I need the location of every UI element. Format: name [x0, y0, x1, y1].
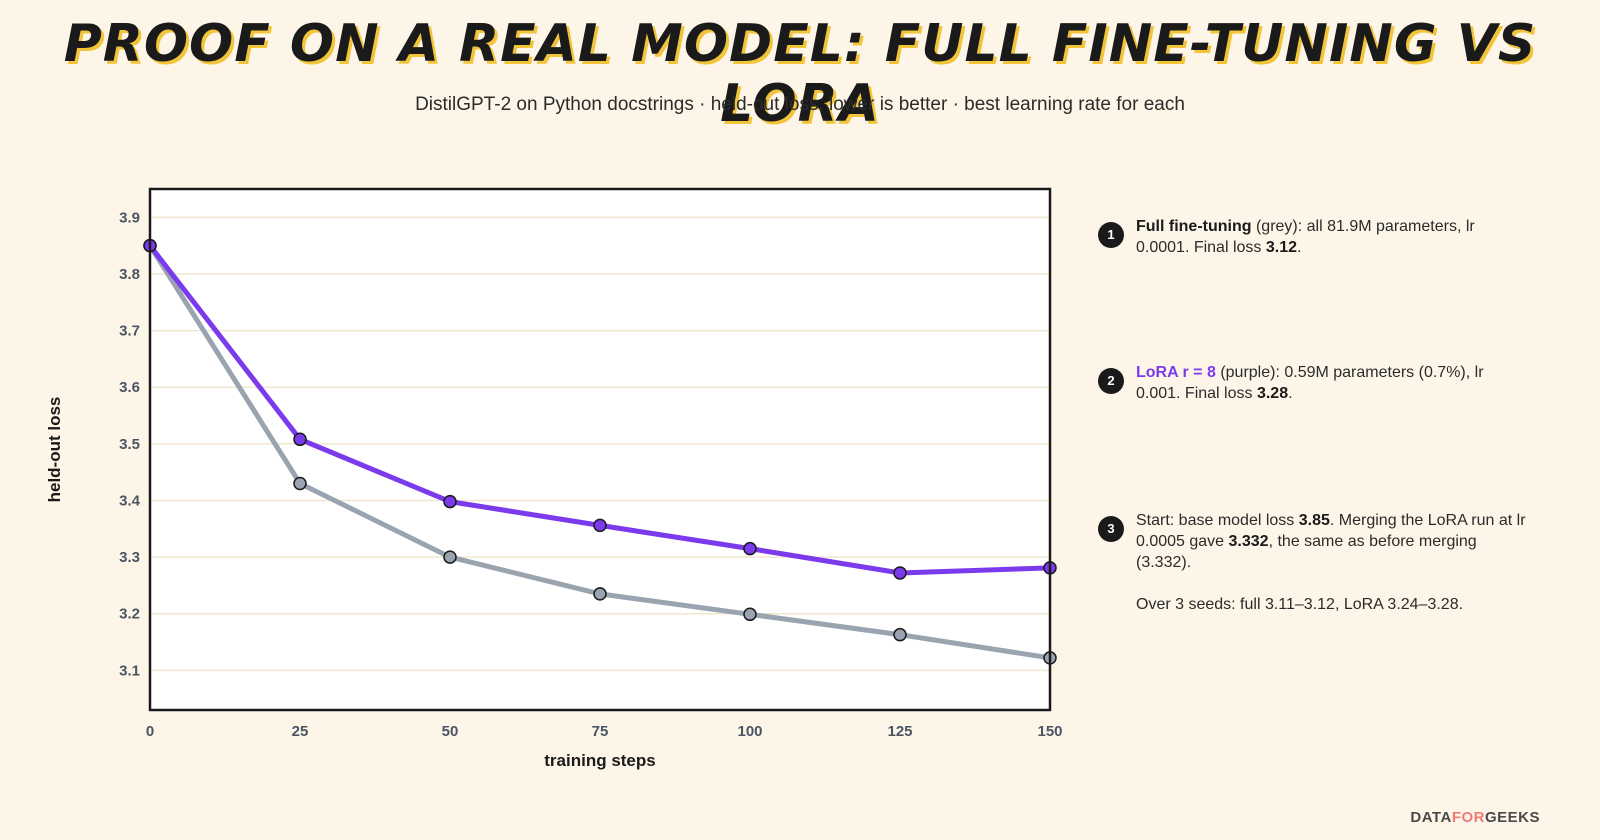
y-tick-label: 3.8 [119, 266, 140, 283]
data-point-lora [743, 541, 757, 556]
note-number-badge: 2 [1098, 368, 1124, 394]
data-point-lora [293, 432, 307, 447]
y-tick-label: 3.6 [119, 379, 140, 396]
x-tick-label: 75 [592, 723, 609, 740]
data-point-full-finetuning [293, 476, 307, 491]
y-tick-label: 3.9 [119, 209, 140, 226]
note-text: Full fine-tuning (grey): all 81.9M param… [1136, 216, 1526, 258]
y-tick-label: 3.5 [119, 436, 140, 453]
note-value: 3.28 [1256, 385, 1289, 402]
x-tick-label: 50 [442, 723, 459, 740]
brand-logo: DATAFORGEEKS [1410, 809, 1540, 826]
data-point-full-finetuning [743, 607, 757, 622]
chart-subtitle: DistilGPT-2 on Python docstrings · held-… [415, 94, 1185, 115]
plot-frame [148, 187, 1052, 712]
x-axis-label: training steps [544, 751, 655, 770]
data-point-lora [593, 518, 607, 533]
note-body: Start: base model loss [1136, 512, 1299, 529]
brand-for: FOR [1451, 809, 1485, 826]
y-tick-label: 3.3 [119, 549, 140, 566]
x-tick-label: 125 [887, 723, 912, 740]
note-label: Full fine-tuning [1136, 218, 1252, 235]
plot-area [150, 189, 1050, 710]
chart-title: PROOF ON A REAL MODEL: FULL FINE-TUNING … [63, 14, 1537, 134]
data-point-full-finetuning [593, 587, 607, 601]
brand-data: DATA [1410, 809, 1452, 826]
data-point-lora [443, 494, 457, 509]
note-end: . [1288, 385, 1293, 402]
note-number-badge: 1 [1098, 222, 1124, 248]
data-point-full-finetuning [893, 627, 907, 642]
y-tick-label: 3.2 [119, 606, 140, 623]
note-end: . [1297, 239, 1302, 256]
x-tick-label: 150 [1037, 723, 1062, 740]
note-value: 3.332 [1228, 533, 1269, 550]
x-tick-label: 0 [146, 723, 154, 740]
loss-chart: 3.1 3.2 3.3 3.4 3.5 3.6 3.7 3.8 3.9 0 25 50 75 100 125… [45, 187, 1063, 770]
note-value: 3.12 [1265, 239, 1297, 256]
y-tick-label: 3.7 [119, 323, 140, 340]
note-value: 3.85 [1298, 512, 1330, 529]
note-body: . Merging the LoRA run at lr 0.0005 gave [1136, 512, 1526, 550]
note-body: (purple): 0.59M parameters (0.7%), lr 0.… [1136, 364, 1484, 402]
y-tick-label: 3.1 [119, 662, 140, 679]
note-body: (grey): all 81.9M parameters, lr 0.0001.… [1136, 218, 1475, 256]
note-seeds: Over 3 seeds: full 3.11–3.12, LoRA 3.24–… [1136, 596, 1464, 613]
brand-geeks: GEEKS [1484, 809, 1540, 826]
y-tick-label: 3.4 [119, 492, 141, 509]
note-body: , the same as before merging (3.332). [1136, 533, 1477, 571]
note-text: LoRA r = 8 (purple): 0.59M parameters (0… [1136, 362, 1526, 404]
x-tick-label: 25 [292, 723, 309, 740]
y-axis-label: held-out loss [45, 397, 64, 503]
data-point-full-finetuning [443, 550, 457, 564]
note-label: LoRA r = 8 [1136, 364, 1216, 381]
note-number-badge: 3 [1098, 516, 1124, 542]
data-point-lora [893, 566, 907, 580]
x-tick-label: 100 [737, 723, 762, 740]
note-text: Start: base model loss 3.85. Merging the… [1136, 510, 1526, 615]
